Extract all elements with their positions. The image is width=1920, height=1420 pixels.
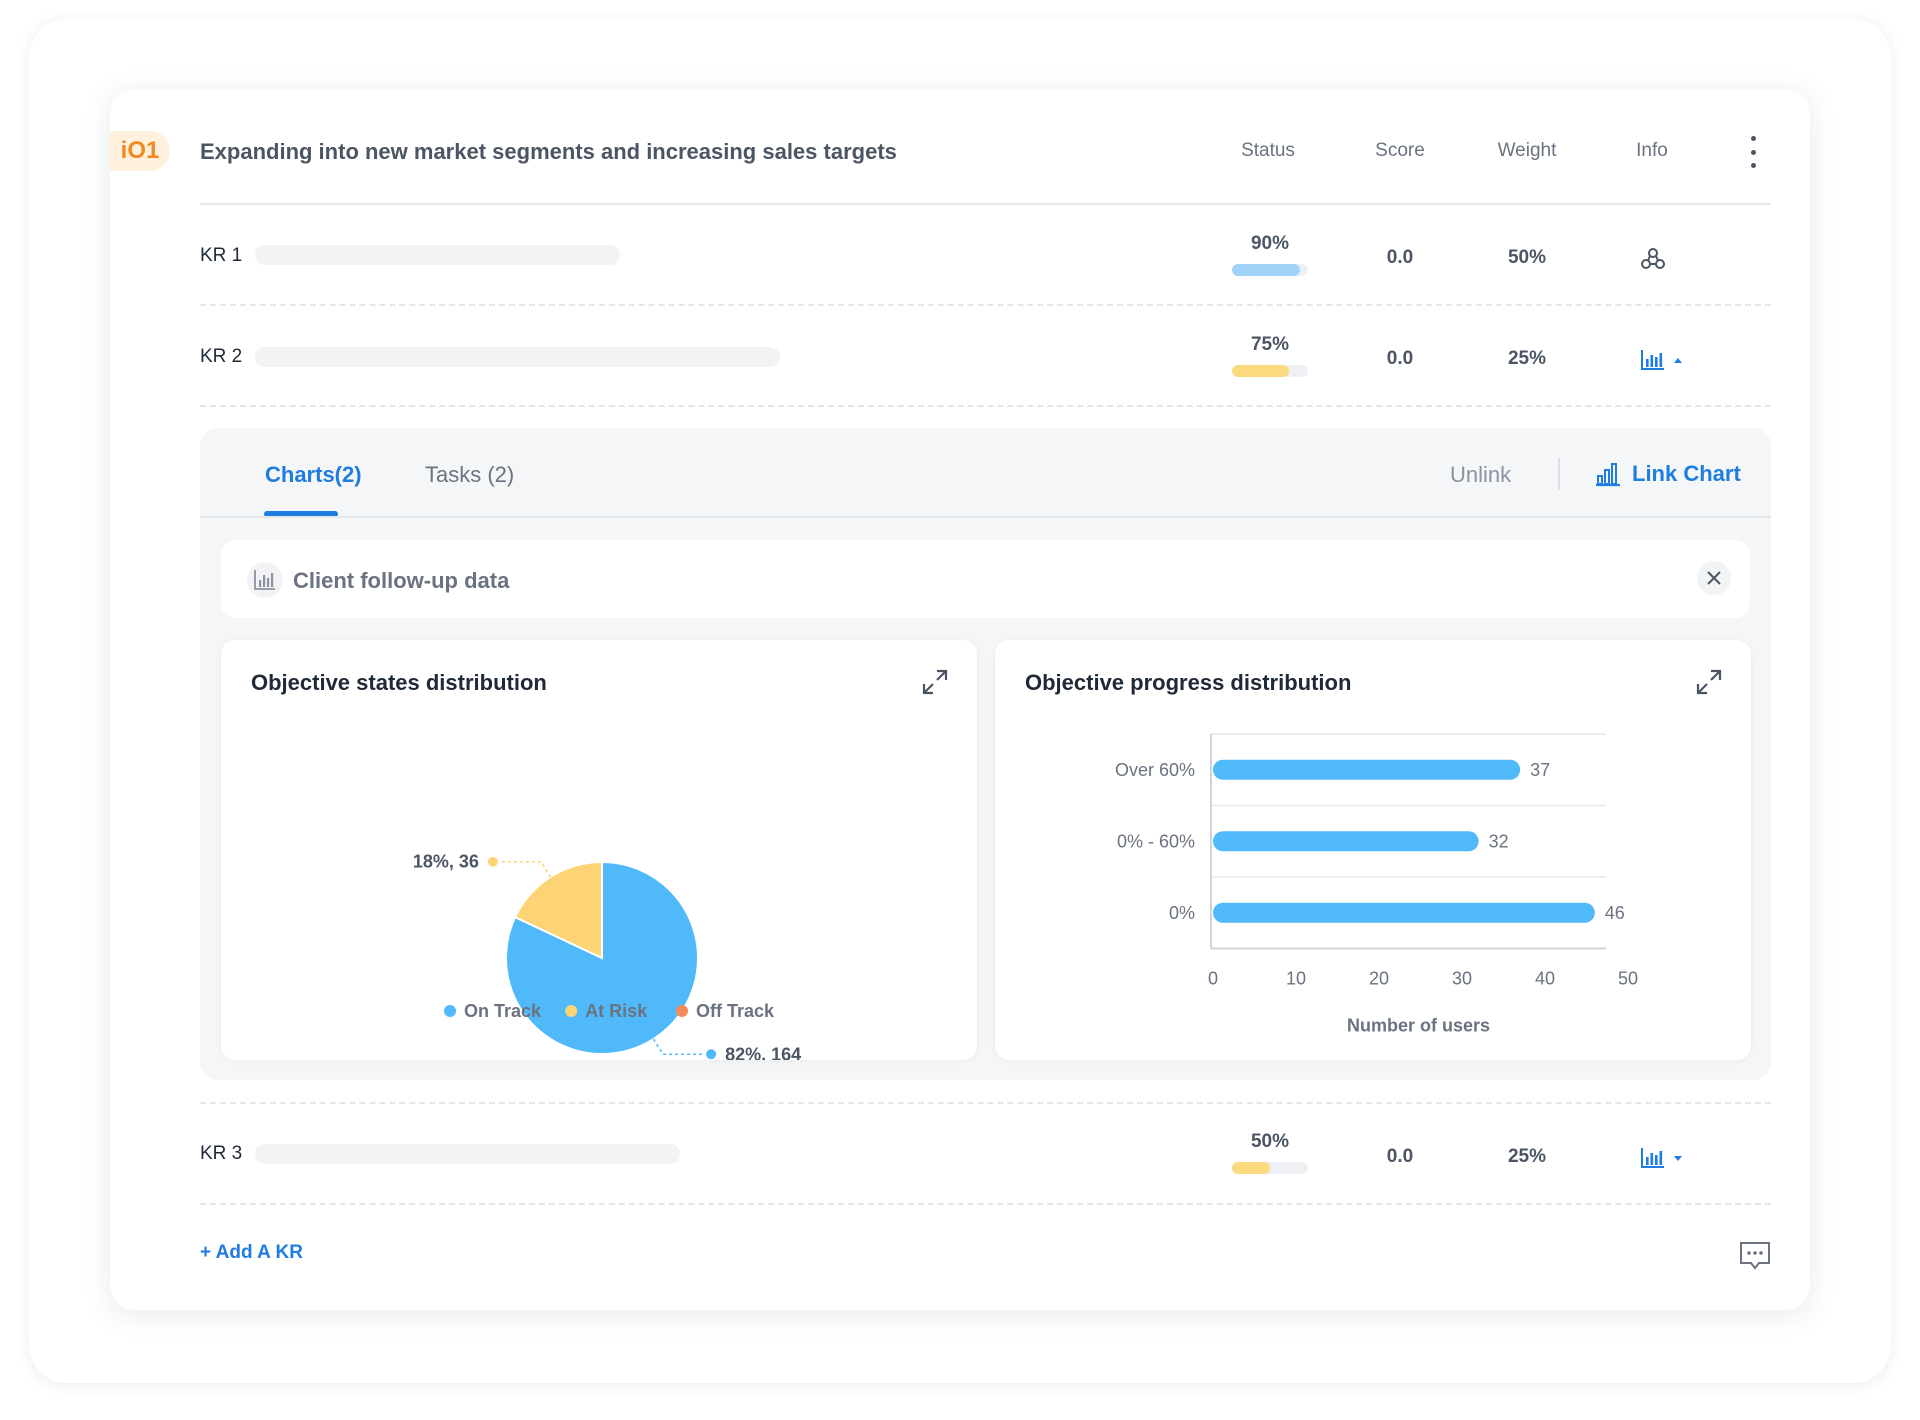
status-progress-bar bbox=[1232, 264, 1308, 276]
chart-group-header: Client follow-up data bbox=[221, 540, 1750, 618]
tab-charts[interactable]: Charts(2) bbox=[265, 462, 362, 487]
kr-title-placeholder bbox=[255, 245, 620, 265]
chart-group-title: Client follow-up data bbox=[293, 568, 510, 593]
link-chart-icon bbox=[1596, 463, 1620, 487]
bar-chart-icon[interactable] bbox=[1640, 1146, 1690, 1170]
status-progress-bar bbox=[1232, 1162, 1308, 1174]
chart-group-icon-wrap bbox=[247, 562, 283, 598]
legend-marker bbox=[565, 1005, 578, 1017]
toolbar-separator bbox=[1558, 458, 1560, 490]
x-tick-label: 0 bbox=[1208, 969, 1218, 989]
legend-label: At Risk bbox=[585, 1001, 648, 1021]
expand-icon[interactable] bbox=[921, 668, 949, 696]
close-icon bbox=[1707, 571, 1721, 585]
status-progress-fill bbox=[1232, 264, 1301, 276]
weight-value: 25% bbox=[1507, 348, 1547, 369]
bar bbox=[1213, 831, 1479, 852]
row-divider bbox=[200, 1102, 1771, 1104]
column-header-weight: Weight bbox=[1497, 140, 1557, 161]
score-value: 0.0 bbox=[1386, 1146, 1414, 1167]
status-progress-fill bbox=[1232, 1162, 1270, 1174]
kr-label: KR 3 bbox=[200, 1143, 243, 1164]
x-tick-label: 20 bbox=[1369, 969, 1389, 989]
column-header-status: Status bbox=[1241, 140, 1295, 161]
kr-label: KR 2 bbox=[200, 346, 243, 367]
pie-label-dot bbox=[704, 1047, 719, 1060]
row-divider bbox=[200, 1203, 1771, 1205]
x-tick-label: 40 bbox=[1535, 969, 1555, 989]
pie-chart-card: Objective states distribution 82%, 164 18… bbox=[221, 640, 977, 1060]
x-axis-label: Number of users bbox=[1347, 1016, 1490, 1036]
unlink-button[interactable]: Unlink bbox=[1450, 462, 1512, 487]
objective-badge: iO1 bbox=[110, 131, 170, 171]
y-tick-label: 0% - 60% bbox=[1117, 831, 1195, 851]
header-divider bbox=[200, 203, 1771, 205]
bar-chart-icon bbox=[254, 570, 275, 590]
legend-label: On Track bbox=[464, 1001, 542, 1021]
y-tick-label: 0% bbox=[1169, 903, 1195, 923]
tab-divider bbox=[200, 516, 1771, 518]
weight-value: 25% bbox=[1507, 1146, 1547, 1167]
status-progress-bar bbox=[1232, 365, 1308, 377]
pie-data-label: 82%, 164 bbox=[725, 1044, 801, 1060]
y-tick-label: Over 60% bbox=[1115, 760, 1195, 780]
x-tick-label: 30 bbox=[1452, 969, 1472, 989]
column-header-info: Info bbox=[1636, 140, 1668, 161]
pie-slice bbox=[513, 860, 603, 960]
nodes-icon[interactable] bbox=[1640, 246, 1666, 272]
kr-title-placeholder bbox=[255, 347, 780, 367]
score-value: 0.0 bbox=[1386, 247, 1414, 268]
more-options-icon[interactable] bbox=[1747, 136, 1759, 168]
score-value: 0.0 bbox=[1386, 348, 1414, 369]
legend-marker bbox=[676, 1005, 688, 1017]
link-chart-button[interactable]: Link Chart bbox=[1594, 458, 1741, 490]
x-tick-label: 50 bbox=[1618, 969, 1638, 989]
chart-title: Objective progress distribution bbox=[1025, 670, 1352, 695]
bar-chart-icon[interactable] bbox=[1640, 348, 1690, 372]
row-divider bbox=[200, 405, 1771, 407]
bar-data-label: 46 bbox=[1605, 903, 1625, 923]
bar-data-label: 32 bbox=[1489, 831, 1509, 851]
active-tab-indicator bbox=[264, 511, 338, 517]
comment-icon[interactable] bbox=[1738, 1240, 1772, 1272]
pie-label-dot bbox=[485, 854, 500, 869]
legend-marker bbox=[444, 1005, 456, 1017]
x-tick-label: 10 bbox=[1286, 969, 1306, 989]
pie-leader-line bbox=[652, 1038, 712, 1056]
pie-data-label: 18%, 36 bbox=[413, 852, 479, 872]
bar bbox=[1213, 902, 1595, 923]
row-divider bbox=[200, 304, 1771, 306]
status-percent: 90% bbox=[1250, 233, 1290, 254]
link-chart-label: Link Chart bbox=[1632, 461, 1741, 486]
pie-leader-line bbox=[492, 860, 552, 878]
tab-tasks[interactable]: Tasks (2) bbox=[425, 462, 515, 487]
status-percent: 75% bbox=[1250, 334, 1290, 355]
add-kr-button[interactable]: + Add A KR bbox=[200, 1242, 303, 1263]
expand-icon[interactable] bbox=[1695, 668, 1723, 696]
pie-chart: 82%, 164 18%, 36 On Track At Risk Off Track bbox=[413, 852, 801, 1060]
bar-data-label: 37 bbox=[1530, 760, 1550, 780]
bar-chart-card: Objective progress distribution Over 60%… bbox=[995, 640, 1751, 1060]
legend-label: Off Track bbox=[696, 1001, 775, 1021]
status-progress-fill bbox=[1232, 365, 1289, 377]
objective-title: Expanding into new market segments and i… bbox=[200, 139, 897, 164]
kr-title-placeholder bbox=[255, 1144, 680, 1164]
kr-label: KR 1 bbox=[200, 245, 243, 266]
horizontal-bar-chart: Over 60% 37 0% - 60% 32 0% 46 0 10 20 30 40 50 Numbe… bbox=[1115, 733, 1638, 1036]
column-header-score: Score bbox=[1375, 140, 1425, 161]
status-percent: 50% bbox=[1250, 1131, 1290, 1152]
weight-value: 50% bbox=[1507, 247, 1547, 268]
bar bbox=[1213, 759, 1521, 780]
close-button[interactable] bbox=[1697, 561, 1731, 595]
chart-title: Objective states distribution bbox=[251, 670, 547, 695]
